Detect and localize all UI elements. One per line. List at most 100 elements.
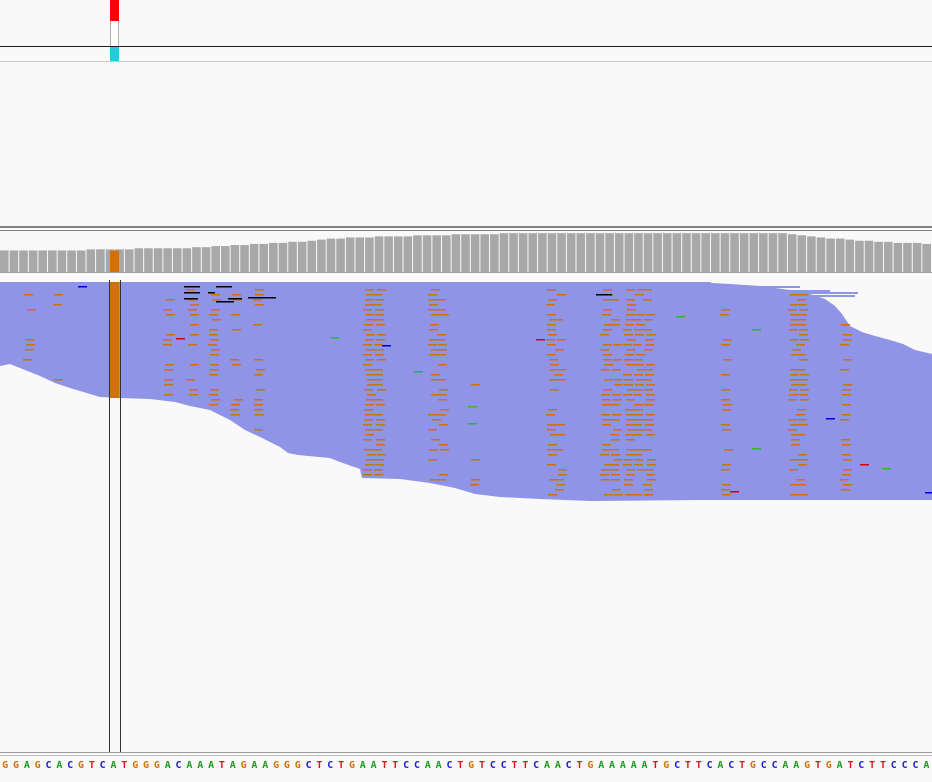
coverage-bar[interactable] [845,239,855,272]
coverage-bar[interactable] [86,249,96,272]
coverage-bar[interactable] [490,234,499,272]
coverage-bar[interactable] [211,246,220,272]
coverage-bar[interactable] [557,233,566,272]
coverage-bar[interactable] [451,234,461,272]
aligned-read[interactable] [760,292,858,294]
coverage-bar[interactable] [547,233,557,272]
coverage-bar[interactable] [345,237,355,272]
coverage-bar[interactable] [326,238,336,272]
coverage-bar[interactable] [864,240,874,272]
coverage-bar[interactable] [317,239,326,272]
coverage-bar[interactable] [586,233,595,272]
coverage-bar[interactable] [288,241,297,272]
coverage-bar[interactable] [134,248,144,272]
coverage-bar[interactable] [624,233,634,272]
read-pileup[interactable] [0,280,932,752]
variant-ref-marker[interactable] [110,21,119,46]
aligned-read[interactable] [728,286,800,288]
coverage-bar[interactable] [768,233,778,272]
coverage-bar[interactable] [538,233,547,272]
coverage-bar[interactable] [355,237,365,272]
coverage-bar[interactable] [393,236,403,272]
coverage-bar[interactable] [883,241,893,272]
coverage-bar[interactable] [67,250,76,272]
coverage-bar[interactable] [480,234,490,272]
coverage-bar[interactable] [691,233,701,272]
coverage-bar[interactable] [922,243,931,272]
coverage-bar[interactable] [153,248,163,272]
coverage-bar[interactable] [701,233,711,272]
coverage-bar[interactable] [634,233,643,272]
coverage-bar[interactable] [220,246,230,272]
coverage-bar[interactable] [518,233,528,272]
coverage-bar[interactable] [365,237,374,272]
aligned-read[interactable] [740,290,830,292]
coverage-bar[interactable] [105,249,115,272]
coverage-bar[interactable] [240,245,249,272]
coverage-bar[interactable] [874,241,883,272]
coverage-bar[interactable] [595,233,605,272]
coverage-bar[interactable] [432,235,441,272]
coverage-bar[interactable] [0,250,9,272]
coverage-bar[interactable] [76,250,86,272]
coverage-histogram[interactable] [0,231,932,273]
coverage-bar[interactable] [336,238,345,272]
coverage-bar[interactable] [662,233,672,272]
coverage-bar[interactable] [855,240,864,272]
coverage-bar[interactable] [711,233,720,272]
coverage-bar[interactable] [528,233,538,272]
coverage-bar[interactable] [730,233,739,272]
mismatch-column[interactable] [110,282,119,398]
coverage-bar[interactable] [816,237,826,272]
variant-alt-marker[interactable] [110,0,119,21]
coverage-bar[interactable] [893,242,903,272]
coverage-bar[interactable] [682,233,691,272]
coverage-bar[interactable] [614,233,624,272]
coverage-bar[interactable] [461,234,470,272]
panel-divider[interactable] [0,226,932,228]
coverage-bar[interactable] [297,241,307,272]
coverage-track[interactable] [0,231,932,273]
coverage-bar[interactable] [124,249,134,272]
coverage-bar[interactable] [807,236,816,272]
coverage-bar[interactable] [192,247,201,272]
coverage-bar[interactable] [797,235,807,272]
coverage-bar[interactable] [653,233,662,272]
coverage-bar[interactable] [307,240,317,272]
coverage-bar[interactable] [249,243,259,272]
coverage-bar[interactable] [787,234,797,272]
coverage-bar[interactable] [115,249,124,272]
coverage-mismatch-bar[interactable] [110,250,119,272]
genotype-marker[interactable] [110,47,119,61]
coverage-bar[interactable] [230,245,240,272]
coverage-bar[interactable] [48,250,57,272]
aligned-read[interactable] [760,295,855,297]
coverage-bar[interactable] [566,233,576,272]
coverage-bar[interactable] [759,233,768,272]
coverage-bar[interactable] [278,242,288,272]
coverage-bar[interactable] [509,233,518,272]
coverage-bar[interactable] [422,235,432,272]
coverage-bar[interactable] [9,250,19,272]
coverage-bar[interactable] [739,233,749,272]
coverage-bar[interactable] [172,248,182,272]
coverage-bar[interactable] [259,243,269,272]
alignment-track[interactable] [0,280,932,752]
coverage-bar[interactable] [749,233,759,272]
coverage-bar[interactable] [163,248,172,272]
coverage-bar[interactable] [835,238,845,272]
coverage-bar[interactable] [384,236,393,272]
coverage-bar[interactable] [201,247,211,272]
coverage-bar[interactable] [96,249,105,272]
coverage-bar[interactable] [643,233,653,272]
coverage-bar[interactable] [19,250,28,272]
coverage-bar[interactable] [413,235,422,272]
coverage-bar[interactable] [28,250,38,272]
coverage-bar[interactable] [470,234,480,272]
coverage-bar[interactable] [778,233,787,272]
coverage-bar[interactable] [441,235,451,272]
coverage-bar[interactable] [903,242,912,272]
coverage-bar[interactable] [912,242,922,272]
coverage-bar[interactable] [374,236,384,272]
coverage-bar[interactable] [144,248,153,272]
